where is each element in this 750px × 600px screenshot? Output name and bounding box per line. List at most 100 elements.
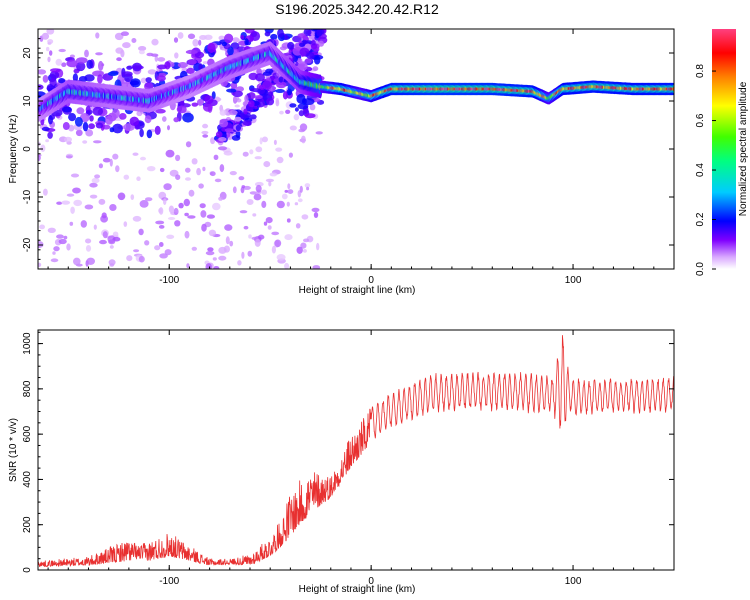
- spectrogram-noise-blob: [116, 57, 122, 62]
- spectrogram-activity-blob: [284, 34, 289, 40]
- spectrogram-noise-blob: [312, 265, 321, 269]
- spectrogram-noise-blob: [132, 215, 142, 222]
- spectrogram-noise-blob: [47, 227, 56, 233]
- spectrogram-noise-blob: [271, 231, 280, 236]
- spectrogram-noise-blob: [177, 32, 184, 39]
- spectrogram-noise-blob: [183, 198, 190, 207]
- spectrogram-noise-blob: [224, 224, 233, 231]
- spectrogram-noise-blob: [255, 184, 262, 193]
- spectrogram-noise-blob: [315, 131, 323, 135]
- spectrogram-noise-blob: [47, 56, 51, 63]
- spectrogram-activity-blob: [164, 61, 171, 70]
- spectrogram-noise-blob: [293, 113, 300, 121]
- spectrogram-activity-blob: [244, 38, 249, 46]
- spectrogram-streak-blob: [217, 146, 228, 151]
- spectrogram-activity-blob: [196, 98, 205, 106]
- spectrogram-noise-blob: [95, 32, 100, 39]
- spectrogram-noise-blob: [213, 154, 219, 160]
- spectrogram-noise-blob: [285, 109, 291, 115]
- spectrogram-noise-blob: [154, 245, 161, 251]
- spectrogram-activity-blob: [289, 103, 297, 108]
- spectrogram-noise-blob: [123, 174, 130, 180]
- spectrogram-noise-blob: [82, 140, 88, 144]
- spectrogram-activity-blob: [82, 121, 89, 132]
- spectrogram-noise-blob: [158, 225, 165, 229]
- spectrogram-ylabel: Frequency (Hz): [8, 115, 19, 184]
- spectrogram-noise-blob: [306, 186, 310, 191]
- spectrogram-noise-blob: [52, 251, 56, 255]
- spectrogram-noise-blob: [249, 149, 254, 155]
- spectrogram-activity-blob: [250, 88, 262, 93]
- spectrogram-noise-blob: [202, 134, 209, 138]
- spectrogram-noise-blob: [155, 220, 165, 225]
- spectrogram-streak-blob: [310, 29, 319, 32]
- spectrogram-noise-blob: [138, 255, 145, 263]
- spectrogram-streak-blob: [297, 33, 306, 39]
- spectrogram-activity-blob: [41, 126, 50, 132]
- spectrogram-noise-blob: [192, 39, 199, 47]
- spectrogram-streak-blob: [248, 100, 255, 108]
- spectrogram-noise-blob: [38, 262, 42, 267]
- spectrogram-activity-blob: [109, 127, 115, 133]
- spectrogram-noise-blob: [199, 203, 206, 209]
- spectrogram-noise-blob: [159, 253, 168, 259]
- spectrogram-noise-blob: [49, 50, 53, 56]
- spectrogram-noise-blob: [69, 221, 74, 226]
- spectrogram-noise-blob: [173, 37, 179, 43]
- spectrogram-noise-blob: [108, 259, 116, 266]
- spectrogram-activity-blob: [129, 116, 140, 127]
- colorbar-tick-label: 0.4: [695, 163, 706, 177]
- spectrogram-noise-blob: [185, 141, 192, 148]
- spectrogram-streak-blob: [242, 120, 252, 126]
- spectrogram-noise-blob: [255, 146, 263, 153]
- spectrogram-streak-blob: [235, 124, 241, 132]
- spectrogram-noise-blob: [312, 66, 319, 72]
- spectrogram-noise-blob: [275, 147, 283, 152]
- spectrogram-noise-blob: [275, 99, 280, 107]
- spectrogram-noise-blob: [252, 213, 257, 217]
- spectrogram-noise-blob: [247, 250, 253, 257]
- spectrogram-noise-blob: [72, 187, 81, 194]
- spectrogram-noise-blob: [80, 220, 88, 228]
- spectrogram-activity-blob: [173, 117, 180, 123]
- spectrogram-noise-blob: [136, 176, 141, 181]
- spectrogram-noise-blob: [140, 77, 148, 84]
- spectrogram-noise-blob: [254, 238, 261, 247]
- spectrogram-noise-blob: [265, 217, 273, 224]
- spectrogram-noise-blob: [287, 189, 294, 195]
- spectrogram-noise-blob: [167, 217, 176, 220]
- spectrogram-noise-blob: [219, 109, 227, 116]
- spectrogram-activity-blob: [76, 61, 86, 72]
- spectrogram-noise-blob: [108, 239, 116, 245]
- spectrogram-noise-blob: [147, 69, 157, 75]
- spectrogram-noise-blob: [94, 174, 101, 179]
- spectrogram-noise-blob: [138, 228, 144, 236]
- spectrogram-noise-blob: [297, 198, 303, 203]
- spectrogram-noise-blob: [246, 199, 254, 205]
- spectrogram-streak-blob: [249, 114, 257, 120]
- spectrogram-activity-blob: [112, 108, 120, 119]
- spectrogram-noise-blob: [85, 245, 92, 252]
- spectrogram-noise-blob: [284, 189, 289, 193]
- spectrogram-noise-blob: [302, 249, 307, 253]
- spectrogram-noise-blob: [140, 156, 146, 161]
- spectrogram-streak-blob: [311, 40, 316, 46]
- spectrogram-streak-blob: [316, 20, 325, 27]
- spectrogram-activity-blob: [61, 106, 72, 113]
- spectrogram-noise-blob: [304, 183, 311, 188]
- spectrogram-streak-blob: [234, 116, 242, 122]
- spectrogram-activity-blob: [185, 49, 198, 55]
- spectrogram-noise-blob: [295, 223, 301, 229]
- spectrogram-streak-blob: [254, 95, 263, 100]
- spectrogram-noise-blob: [109, 204, 117, 211]
- spectrogram-noise-blob: [145, 197, 153, 202]
- spectrogram-activity-blob: [95, 122, 104, 129]
- spectrogram-noise-blob: [168, 205, 174, 214]
- spectrogram-blobs: [38, 20, 674, 269]
- spectrogram-noise-blob: [311, 207, 320, 213]
- spectrogram-marks: [38, 20, 674, 269]
- snr-xtick-label: 0: [368, 576, 374, 587]
- spectrogram-noise-blob: [263, 161, 271, 168]
- spectrogram-noise-blob: [225, 236, 230, 245]
